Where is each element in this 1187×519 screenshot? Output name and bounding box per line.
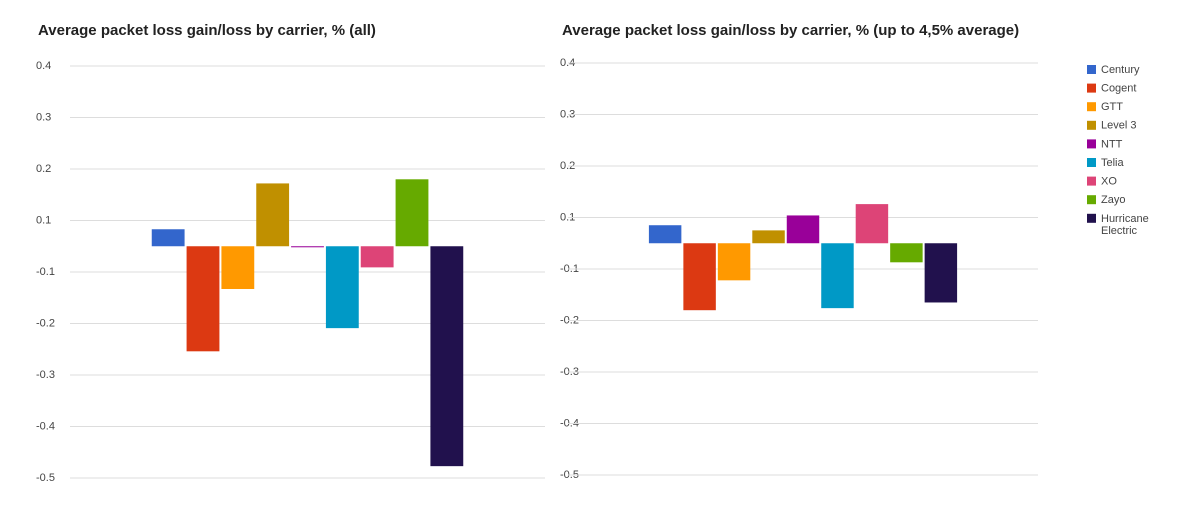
y-tick-label: -0.1 — [36, 266, 55, 278]
bar — [786, 215, 820, 244]
bar — [717, 243, 751, 281]
y-tick-label: 0.1 — [36, 214, 51, 226]
legend-label: GTT — [1101, 101, 1123, 113]
y-tick-label: 0.3 — [36, 111, 51, 123]
bar — [855, 204, 889, 244]
y-tick-label: 0.4 — [36, 60, 51, 72]
legend-swatch — [1087, 195, 1096, 205]
legend-swatch — [1087, 65, 1096, 74]
bar — [360, 246, 394, 268]
bar — [186, 246, 220, 352]
chart-title: Average packet loss gain/loss by carrier… — [38, 22, 376, 39]
legend-swatch — [1087, 102, 1096, 112]
y-tick-label: -0.3 — [36, 369, 55, 381]
legend-swatch — [1087, 139, 1096, 149]
y-tick-label: 0.1 — [560, 211, 575, 223]
bar — [151, 229, 185, 247]
legend-label: Century — [1101, 64, 1140, 76]
bar — [648, 225, 682, 244]
bar — [221, 246, 255, 289]
legend-swatch — [1087, 176, 1096, 186]
legend-swatch — [1087, 120, 1096, 130]
legend-swatch — [1087, 83, 1096, 93]
bar — [752, 230, 785, 244]
bar — [683, 243, 716, 311]
chart-title: Average packet loss gain/loss by carrier… — [562, 22, 1019, 39]
bar — [291, 246, 324, 248]
y-tick-label: 0.2 — [36, 163, 51, 175]
bar — [821, 243, 854, 309]
bar — [325, 246, 359, 329]
bar — [256, 183, 290, 247]
y-tick-label: -0.5 — [36, 472, 55, 484]
bar — [395, 179, 429, 247]
bar — [430, 246, 464, 467]
bar — [890, 243, 923, 263]
legend-label: Cogent — [1101, 83, 1136, 95]
legend-swatch — [1087, 213, 1096, 223]
legend-label: Telia — [1101, 157, 1125, 169]
y-tick-label: 0.3 — [560, 108, 575, 120]
y-tick-label: -0.4 — [36, 420, 55, 432]
y-tick-label: 0.4 — [560, 57, 575, 69]
legend-label: Level 3 — [1101, 120, 1136, 132]
y-tick-label: -0.2 — [36, 317, 55, 329]
legend-swatch — [1087, 158, 1096, 167]
legend-label: Zayo — [1101, 194, 1125, 206]
legend-label: NTT — [1101, 138, 1123, 150]
y-tick-label: 0.2 — [560, 160, 575, 172]
bar — [924, 243, 958, 303]
legend-label: XO — [1101, 176, 1117, 188]
legend-label: Hurricane Electric — [1101, 213, 1149, 237]
